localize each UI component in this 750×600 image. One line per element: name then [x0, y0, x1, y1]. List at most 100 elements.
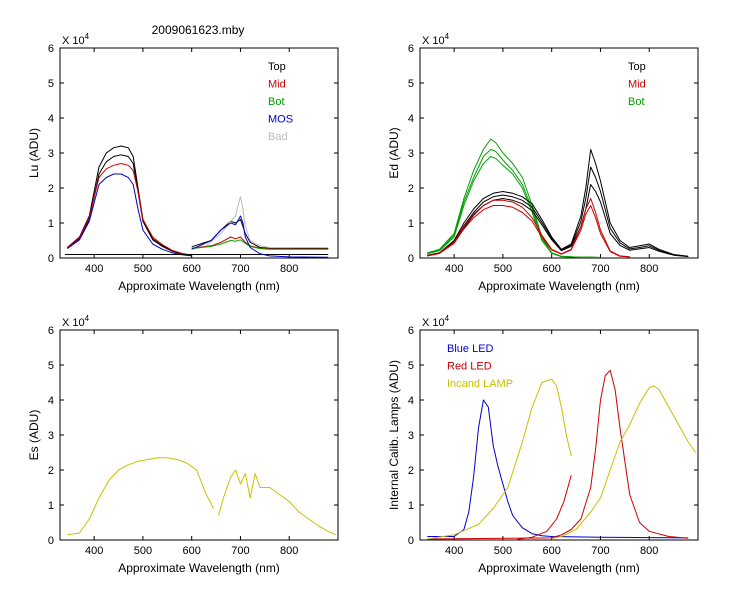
es-x-tick-label: 800 [280, 545, 298, 557]
lu-x-tick-label: 600 [183, 263, 201, 275]
ed-y-tick-label: 0 [408, 253, 414, 265]
lu-legend-item: Top [268, 61, 286, 73]
lamps-series-line-2 [517, 475, 572, 540]
ed-series-line-3 [427, 149, 689, 257]
es-x-axis-label: Approximate Wavelength (nm) [118, 561, 280, 575]
es-x-tick-label: 500 [134, 545, 152, 557]
lamps-y-tick-label: 0 [408, 535, 414, 547]
es-x-tick-label: 400 [85, 545, 103, 557]
es-y-tick-label: 1 [48, 500, 54, 512]
lamps-legend-item: Red LED [447, 361, 492, 373]
lu-y-tick-label: 3 [48, 148, 54, 160]
ed-series-line-6 [427, 198, 630, 258]
es-y-axis-label: Es (ADU) [27, 410, 41, 461]
es-y-tick-label: 5 [48, 360, 54, 372]
es-exponent-label: X 104 [62, 314, 90, 329]
ed-y-tick-label: 2 [408, 183, 414, 195]
lu-x-tick-label: 700 [231, 263, 249, 275]
ed-x-tick-label: 700 [591, 263, 609, 275]
lamps-x-tick-label: 400 [445, 545, 463, 557]
lamps-series-line-4 [551, 385, 697, 540]
ed-y-tick-label: 1 [408, 218, 414, 230]
es-y-tick-label: 6 [48, 325, 54, 337]
lu-y-tick-label: 0 [48, 253, 54, 265]
es-exponent-power: 4 [85, 314, 90, 323]
lu-x-tick-label: 800 [280, 263, 298, 275]
lu-series-line-9 [191, 215, 329, 258]
lu-series-line-8 [205, 196, 270, 248]
lamps-y-tick-label: 1 [408, 500, 414, 512]
lu-exponent-base: X 10 [62, 35, 85, 47]
lu-legend-item: Mid [268, 79, 286, 91]
lu-y-tick-label: 2 [48, 183, 54, 195]
ed-y-axis-label: Ed (ADU) [387, 127, 401, 178]
ed-exponent-power: 4 [445, 32, 450, 41]
lamps-y-tick-label: 6 [408, 325, 414, 337]
es-series-line-1 [218, 469, 336, 536]
ed-x-tick-label: 600 [543, 263, 561, 275]
ed-y-tick-label: 4 [408, 113, 414, 125]
es-y-tick-label: 0 [48, 535, 54, 547]
lamps-y-tick-label: 4 [408, 395, 414, 407]
lu-legend-item: Bot [268, 96, 285, 108]
lamps-series-line-0 [427, 399, 689, 539]
lamps-legend-item: Incand LAMP [447, 378, 513, 390]
ed-legend-item: Mid [628, 79, 646, 91]
lamps-y-tick-label: 5 [408, 360, 414, 372]
lamps-x-axis-label: Approximate Wavelength (nm) [478, 561, 640, 575]
lamps-series-line-1 [427, 369, 689, 540]
lu-series-line-1 [66, 154, 192, 257]
es-x-tick-label: 600 [183, 545, 201, 557]
es-series-line-0 [67, 457, 215, 536]
lu-legend-item: Bad [268, 131, 288, 143]
lamps-legend-item: Blue LED [447, 343, 494, 355]
lamps-y-tick-label: 2 [408, 465, 414, 477]
ed-x-tick-label: 800 [640, 263, 658, 275]
es-y-tick-label: 4 [48, 395, 54, 407]
lu-exponent-power: 4 [85, 32, 90, 41]
ed-series-line-7 [427, 205, 630, 258]
lu-x-tick-label: 500 [134, 263, 152, 275]
lamps-series-line-3 [427, 378, 572, 540]
ed-x-axis-label: Approximate Wavelength (nm) [478, 279, 640, 293]
lu-x-axis-label: Approximate Wavelength (nm) [118, 279, 280, 293]
lamps-exponent-label: X 104 [422, 314, 450, 329]
lu-legend-item: MOS [268, 114, 293, 126]
es-x-tick-label: 700 [231, 545, 249, 557]
lu-plot-frame [59, 47, 339, 259]
ed-x-tick-label: 400 [445, 263, 463, 275]
lamps-y-axis-label: Internal Calib. Lamps (ADU) [387, 360, 401, 510]
lu-series-line-7 [191, 239, 329, 250]
ed-legend-item: Bot [628, 96, 645, 108]
ed-exponent-base: X 10 [422, 35, 445, 47]
ed-y-tick-label: 3 [408, 148, 414, 160]
lu-series-line-0 [66, 145, 192, 256]
lamps-y-tick-label: 3 [408, 430, 414, 442]
lamps-exponent-power: 4 [445, 314, 450, 323]
lamps-x-tick-label: 600 [543, 545, 561, 557]
ed-y-tick-label: 6 [408, 43, 414, 55]
ed-y-tick-label: 5 [408, 78, 414, 90]
lu-series-line-3 [67, 173, 192, 257]
lamps-x-tick-label: 700 [591, 545, 609, 557]
lu-y-axis-label: Lu (ADU) [27, 128, 41, 178]
lu-series-line-2 [66, 163, 192, 256]
figure-title: 2009061623.mby [152, 23, 245, 37]
ed-x-tick-label: 500 [494, 263, 512, 275]
ed-series-line-4 [427, 166, 689, 257]
ed-exponent-label: X 104 [422, 32, 450, 47]
es-exponent-base: X 10 [62, 317, 85, 329]
lu-x-tick-label: 400 [85, 263, 103, 275]
lu-y-tick-label: 1 [48, 218, 54, 230]
lamps-x-tick-label: 800 [640, 545, 658, 557]
lu-y-tick-label: 6 [48, 43, 54, 55]
ed-legend-item: Top [628, 61, 646, 73]
lu-series-line-5 [191, 219, 329, 249]
ed-series-line-2 [427, 156, 601, 258]
lu-exponent-label: X 104 [62, 32, 90, 47]
